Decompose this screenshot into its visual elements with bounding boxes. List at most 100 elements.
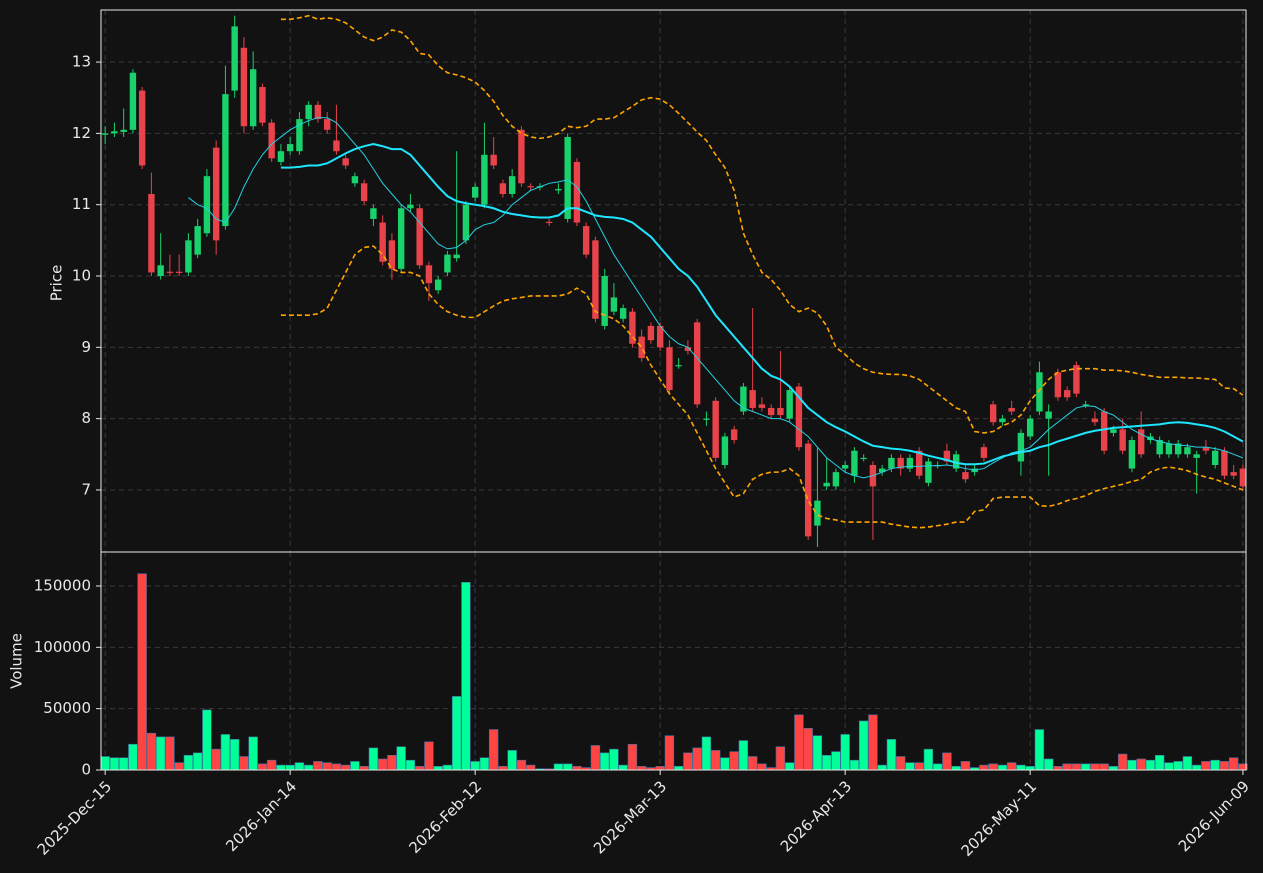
candle-body (1082, 404, 1089, 406)
volume-bar (1164, 762, 1174, 771)
y-tick-label: 10 (72, 267, 91, 285)
volume-bar (905, 762, 915, 771)
volume-bar (794, 714, 804, 771)
candle-body (268, 122, 275, 159)
volume-bar (359, 766, 369, 771)
volume-bar (229, 739, 240, 771)
volume-bar (858, 720, 869, 771)
candle-body (462, 204, 470, 241)
volume-bar (118, 757, 129, 771)
volume-frame (100, 551, 1247, 771)
volume-bar (137, 573, 147, 771)
volume-bar (747, 756, 758, 771)
volume-bar (1201, 761, 1211, 771)
candle-body (481, 154, 488, 205)
volume-bar (451, 696, 462, 771)
candle-body (749, 390, 756, 408)
volume-bar (192, 752, 203, 771)
candle-body (1221, 450, 1228, 476)
volume-bar (979, 764, 989, 771)
candle-body (656, 325, 664, 348)
volume-bar (1080, 763, 1091, 771)
volume-bar (738, 740, 749, 771)
volume-bar (831, 751, 841, 771)
candle-body (675, 365, 682, 367)
candle-body (786, 390, 793, 419)
candle-body (518, 129, 525, 184)
volume-bar (1016, 764, 1026, 771)
candle-body (601, 276, 608, 326)
candle-body (296, 119, 303, 152)
candle-body (212, 147, 220, 241)
candle-body (795, 386, 803, 448)
volume-bar (461, 582, 471, 771)
candle-body (841, 464, 849, 469)
volume-bar (313, 761, 323, 771)
volume-bar (183, 754, 194, 771)
candle-body (999, 418, 1006, 423)
candle-body (758, 404, 766, 408)
candle-body (897, 457, 904, 469)
volume-bar (1043, 758, 1054, 771)
volume-bar (1228, 757, 1239, 771)
candle-body (1100, 411, 1108, 451)
candle-body (434, 279, 442, 291)
volume-bar (1145, 759, 1156, 771)
volume-bar (109, 757, 120, 771)
volume-bar (276, 764, 286, 771)
volume-bar (1154, 754, 1165, 771)
candle-body (582, 226, 590, 255)
candle-body (360, 183, 368, 202)
volume-bar (1117, 753, 1128, 771)
volume-bar (1127, 759, 1137, 771)
y-tick-label: 7 (81, 480, 91, 498)
volume-bar (377, 758, 388, 771)
indicator-line (188, 117, 1244, 479)
volume-bar (1062, 763, 1072, 771)
candle-body (823, 482, 830, 487)
candle-body (1036, 372, 1043, 412)
volume-bar (220, 734, 231, 771)
candle-body (1054, 372, 1062, 398)
volume-bar (609, 748, 619, 771)
candle-body (804, 443, 812, 537)
candle-body (1174, 443, 1182, 455)
volume-bar (1173, 761, 1183, 771)
y-tick-label: 150000 (34, 576, 91, 594)
volume-bar (100, 756, 110, 771)
candle-body (619, 308, 627, 319)
candle-body (1026, 418, 1034, 437)
candle-body (249, 69, 257, 127)
candle-body (1091, 418, 1099, 423)
volume-bar (239, 756, 249, 771)
candle-body (1211, 450, 1219, 465)
volume-bar (1219, 761, 1230, 771)
volume-bar (1136, 758, 1146, 771)
volume-bar (877, 764, 887, 771)
volume-bar (692, 747, 702, 771)
candle-body (1230, 472, 1237, 476)
volume-bar (1025, 766, 1035, 771)
volume-bar (507, 750, 517, 771)
candle-body (925, 461, 932, 483)
volume-axis-label: Volume (8, 633, 26, 689)
volume-bar (424, 741, 434, 771)
volume-bar (322, 762, 332, 771)
volume-bar (248, 736, 258, 771)
candle-body (323, 119, 331, 130)
candle-body (157, 265, 164, 277)
volume-bar (1034, 729, 1045, 771)
candle-body (333, 140, 340, 152)
volume-bar (155, 736, 166, 771)
candle-body (129, 72, 137, 130)
candle-body (1156, 440, 1163, 455)
candle-body (740, 386, 747, 412)
volume-bar (525, 764, 536, 771)
volume-bar (331, 763, 342, 771)
volume-bar (498, 766, 508, 771)
volume-bar (988, 763, 998, 771)
volume-bar (840, 734, 850, 771)
candle-body (388, 240, 396, 269)
candle-body (767, 407, 775, 416)
